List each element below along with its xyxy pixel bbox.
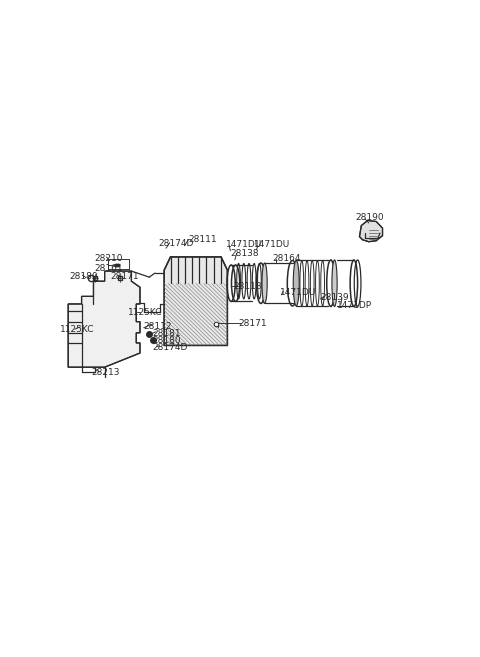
Text: 28190: 28190 <box>356 214 384 223</box>
Ellipse shape <box>293 260 299 306</box>
Polygon shape <box>68 271 140 367</box>
Text: 28171: 28171 <box>239 319 267 328</box>
Text: 28161: 28161 <box>95 264 123 273</box>
Text: 28180: 28180 <box>69 271 98 281</box>
Ellipse shape <box>262 263 267 304</box>
Text: 28180: 28180 <box>152 336 180 345</box>
Text: 28138: 28138 <box>231 249 259 258</box>
Text: 28164: 28164 <box>272 254 300 263</box>
Text: 1125KC: 1125KC <box>128 308 163 317</box>
Text: 28171: 28171 <box>110 271 139 281</box>
Polygon shape <box>164 257 228 346</box>
Text: 28210: 28210 <box>95 254 123 263</box>
Text: 28139: 28139 <box>321 293 349 302</box>
Text: 1471DP: 1471DP <box>337 301 372 310</box>
Text: 1471DU: 1471DU <box>226 240 262 249</box>
Text: 28174D: 28174D <box>158 238 193 248</box>
Ellipse shape <box>332 260 337 307</box>
Text: 1471DU: 1471DU <box>254 240 290 249</box>
Text: 28174D: 28174D <box>152 343 187 352</box>
Text: 28111: 28111 <box>188 235 217 244</box>
Text: 28113: 28113 <box>233 282 262 291</box>
Text: 28181: 28181 <box>152 328 180 338</box>
Text: 28213: 28213 <box>92 368 120 376</box>
Text: 1471DU: 1471DU <box>279 288 316 297</box>
Text: 28112: 28112 <box>144 322 172 331</box>
Polygon shape <box>360 221 383 242</box>
Text: 1125KC: 1125KC <box>60 325 95 334</box>
